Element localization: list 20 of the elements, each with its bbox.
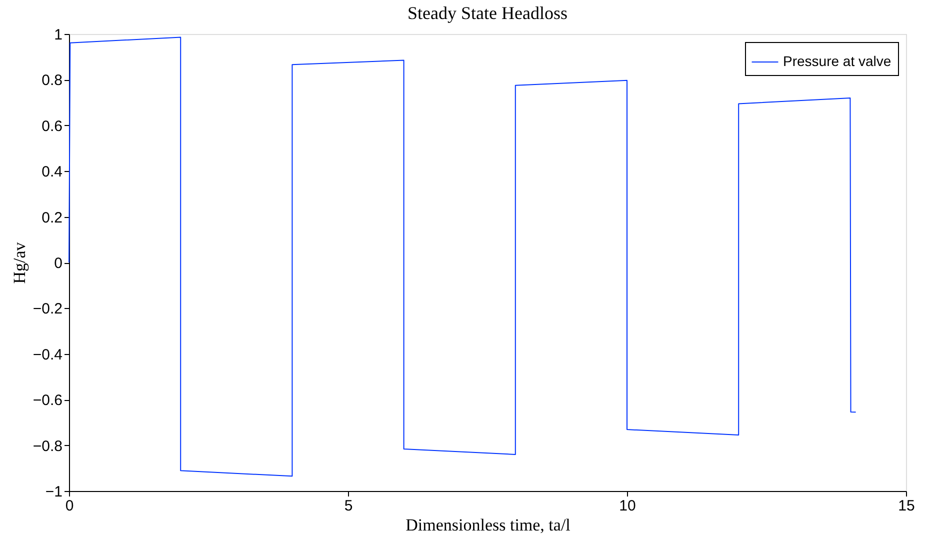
- x-tick-label: 15: [898, 498, 915, 514]
- line-series: [68, 36, 856, 477]
- y-axis-title: Hg/av: [10, 242, 29, 284]
- y-tick-label: −0.8: [32, 438, 62, 455]
- y-tick-label: 0.2: [42, 209, 62, 226]
- y-tick-label: −0.4: [32, 346, 62, 364]
- x-tick-label: 5: [344, 498, 353, 514]
- y-tick-label: 1: [54, 26, 62, 44]
- y-tick-label: −1: [45, 484, 62, 500]
- legend-label: Pressure at valve: [783, 53, 892, 69]
- x-tick-label: 0: [65, 498, 74, 514]
- y-tick-label: −0.2: [32, 300, 62, 318]
- y-tick-label: 0.8: [42, 72, 62, 90]
- y-tick-label: −0.6: [32, 392, 62, 410]
- y-tick-label: 0.4: [42, 164, 62, 181]
- x-tick-label: 10: [619, 498, 636, 514]
- x-axis-title: Dimensionless time, ta/l: [406, 516, 571, 534]
- y-tick-label: 0: [54, 255, 62, 272]
- y-tick-label: 0.6: [42, 118, 62, 135]
- chart-title: Steady State Headloss: [408, 3, 568, 23]
